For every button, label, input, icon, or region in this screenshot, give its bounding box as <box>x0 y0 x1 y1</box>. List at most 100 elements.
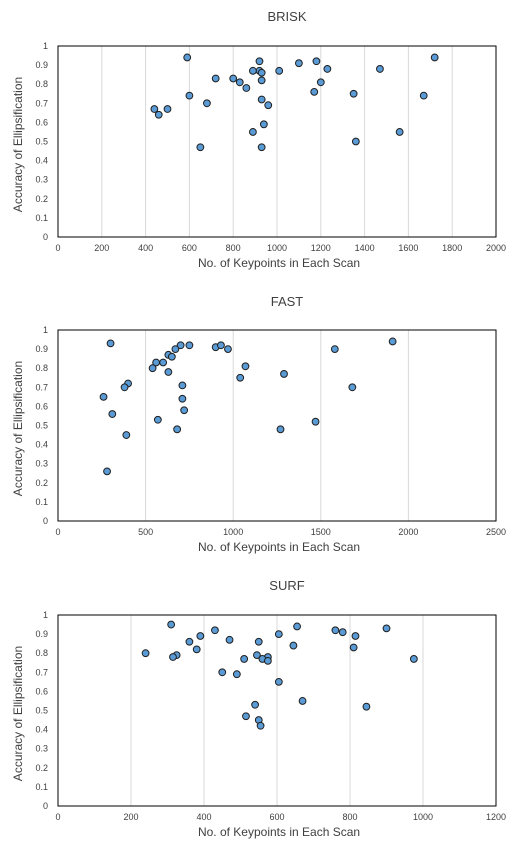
data-point <box>196 143 205 152</box>
data-point <box>253 651 261 660</box>
x-tick-label: 1400 <box>355 243 375 253</box>
chart-surf: SURF 0 200 400 600 800 1000 1200 0 0.1 0.2 0.3 0.4 0.… <box>11 578 506 839</box>
y-tick-label: 0.9 <box>35 60 48 70</box>
data-point <box>382 624 391 633</box>
data-point <box>351 137 360 146</box>
y-axis-label: Accuracy of Ellipsification <box>11 77 25 212</box>
data-point <box>173 425 182 434</box>
chart-title: SURF <box>269 578 304 593</box>
data-point <box>185 341 194 350</box>
data-point <box>185 637 194 646</box>
y-tick-label: 0.7 <box>35 98 48 108</box>
x-tick-label: 400 <box>196 812 211 822</box>
y-axis-label: Accuracy of Ellipsification <box>11 361 25 496</box>
data-point <box>225 635 234 644</box>
x-tick-label: 200 <box>123 812 138 822</box>
x-tick-label: 500 <box>138 527 153 537</box>
x-tick-label: 1200 <box>311 243 331 253</box>
data-point <box>295 59 303 68</box>
data-point <box>430 53 439 62</box>
data-point <box>167 620 176 629</box>
data-point <box>376 65 384 73</box>
data-point <box>242 84 251 92</box>
x-tick-label: 0 <box>55 243 60 253</box>
data-point <box>154 110 163 119</box>
chart-title: BRISK <box>267 9 306 24</box>
data-point <box>167 352 176 361</box>
y-axis-label: Accuracy of Ellipsification <box>11 646 25 781</box>
y-tick-label: 0.8 <box>35 363 48 373</box>
data-point <box>274 630 283 638</box>
data-point <box>224 345 232 354</box>
y-tick-label: 0 <box>43 232 48 242</box>
data-point <box>218 668 227 677</box>
data-point <box>289 641 298 650</box>
x-tick-label: 800 <box>226 243 241 253</box>
y-tick-label: 0.6 <box>35 401 48 411</box>
x-axis-label: No. of Keypoints in Each Scan <box>198 540 360 554</box>
y-tick-label: 0.2 <box>35 194 48 204</box>
y-tick-label: 0.4 <box>35 156 48 166</box>
x-axis-label: No. of Keypoints in Each Scan <box>198 825 360 839</box>
x-tick-label: 1200 <box>486 812 506 822</box>
x-tick-label: 2000 <box>398 527 418 537</box>
data-point <box>164 368 173 376</box>
x-tick-label: 0 <box>55 812 60 822</box>
y-tick-label: 1 <box>43 610 48 620</box>
y-tick-label: 0.2 <box>35 478 48 488</box>
x-tick-label: 0 <box>55 527 60 537</box>
chart-title: FAST <box>271 294 304 309</box>
data-point <box>249 128 257 136</box>
x-tick-label: 1600 <box>398 243 418 253</box>
data-point <box>251 700 260 709</box>
y-tick-label: 0.9 <box>35 629 48 639</box>
y-tick-label: 0.6 <box>35 117 48 127</box>
y-tick-label: 0.3 <box>35 459 48 469</box>
data-point <box>257 76 266 85</box>
data-point <box>263 656 272 665</box>
data-point <box>178 394 187 403</box>
data-point <box>395 128 404 136</box>
data-point <box>99 392 108 401</box>
data-point <box>351 632 360 640</box>
x-tick-label: 2000 <box>486 243 506 253</box>
data-point <box>241 362 250 371</box>
y-tick-label: 0.1 <box>35 213 48 223</box>
data-point <box>348 383 357 392</box>
data-point <box>108 410 117 418</box>
data-point <box>275 66 284 75</box>
y-tick-label: 0.3 <box>35 175 48 185</box>
data-point <box>196 632 205 640</box>
x-tick-label: 800 <box>342 812 357 822</box>
y-tick-label: 0.2 <box>35 763 48 773</box>
data-point <box>185 91 194 100</box>
x-tick-label: 1800 <box>442 243 462 253</box>
data-point <box>150 105 159 113</box>
data-point <box>254 637 263 646</box>
data-point <box>331 626 340 635</box>
y-tick-label: 0.6 <box>35 686 48 696</box>
y-tick-label: 0.5 <box>35 421 48 431</box>
y-tick-label: 0.5 <box>35 137 48 147</box>
y-tick-label: 0 <box>43 801 48 811</box>
data-point <box>120 383 129 392</box>
data-point <box>276 425 285 434</box>
data-point <box>178 381 187 390</box>
chart-fast: FAST 0 500 1000 1500 2000 2500 0 0.1 0.2 0.3 0.4 0.5… <box>11 294 506 554</box>
data-point <box>183 53 192 62</box>
data-point <box>323 65 332 73</box>
data-point <box>240 655 249 663</box>
data-point <box>106 339 115 348</box>
x-tick-label: 2500 <box>486 527 506 537</box>
y-tick-label: 0.4 <box>35 440 48 450</box>
x-axis-label: No. of Keypoints in Each Scan <box>198 256 360 270</box>
data-point <box>255 57 264 66</box>
data-point <box>310 87 319 96</box>
data-point <box>311 417 320 426</box>
y-tick-label: 1 <box>43 41 48 51</box>
data-point <box>388 337 397 346</box>
data-point <box>176 341 185 350</box>
x-tick-label: 1000 <box>267 243 287 253</box>
data-point <box>264 101 273 110</box>
